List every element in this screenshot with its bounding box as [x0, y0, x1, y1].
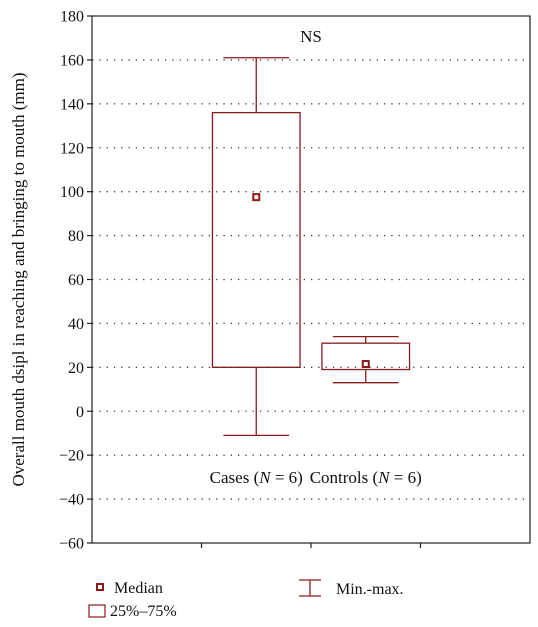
y-tick-label: 0 [76, 404, 84, 421]
y-tick-label: −60 [59, 536, 84, 553]
legend-box-label: 25%–75% [110, 603, 177, 620]
y-axis-label: Overall mouth dsipl in reaching and brin… [9, 72, 28, 486]
y-tick-label: 160 [60, 52, 84, 69]
median-marker [252, 193, 261, 202]
y-axis-ticks: −60 −40 −20 0 20 40 60 80 100 120 140 160 180 [59, 9, 92, 553]
category-label: Cases (N = 6) [210, 468, 303, 487]
legend-median-marker [96, 583, 104, 591]
box-0 [211, 57, 301, 437]
y-tick-label: 120 [60, 140, 84, 157]
category-labels: Cases (N = 6) Controls (N = 6) [210, 468, 422, 487]
iqr-box [321, 342, 411, 371]
legend: Median 25%–75% Min.-max. [88, 579, 404, 620]
legend-median-label: Median [114, 580, 163, 597]
gridlines [92, 59, 530, 500]
y-tick-label: 80 [68, 228, 84, 245]
y-tick-label: 20 [68, 360, 84, 377]
median-marker [361, 360, 370, 369]
x-axis-ticks [200, 543, 422, 548]
legend-whisker-label: Min.-max. [336, 581, 404, 598]
category-label: Controls (N = 6) [310, 468, 422, 487]
y-tick-label: 180 [60, 9, 84, 26]
annotation-ns: NS [300, 27, 322, 46]
y-tick-label: 140 [60, 96, 84, 113]
box-1 [321, 335, 411, 384]
legend-whisker-marker [299, 579, 321, 597]
legend-box-marker [88, 604, 106, 618]
y-tick-label: 100 [60, 184, 84, 201]
boxes [211, 57, 411, 437]
y-tick-label: 60 [68, 272, 84, 289]
y-tick-label: −20 [59, 448, 84, 465]
y-tick-label: −40 [59, 492, 84, 509]
iqr-box [211, 111, 301, 368]
y-tick-label: 40 [68, 316, 84, 333]
